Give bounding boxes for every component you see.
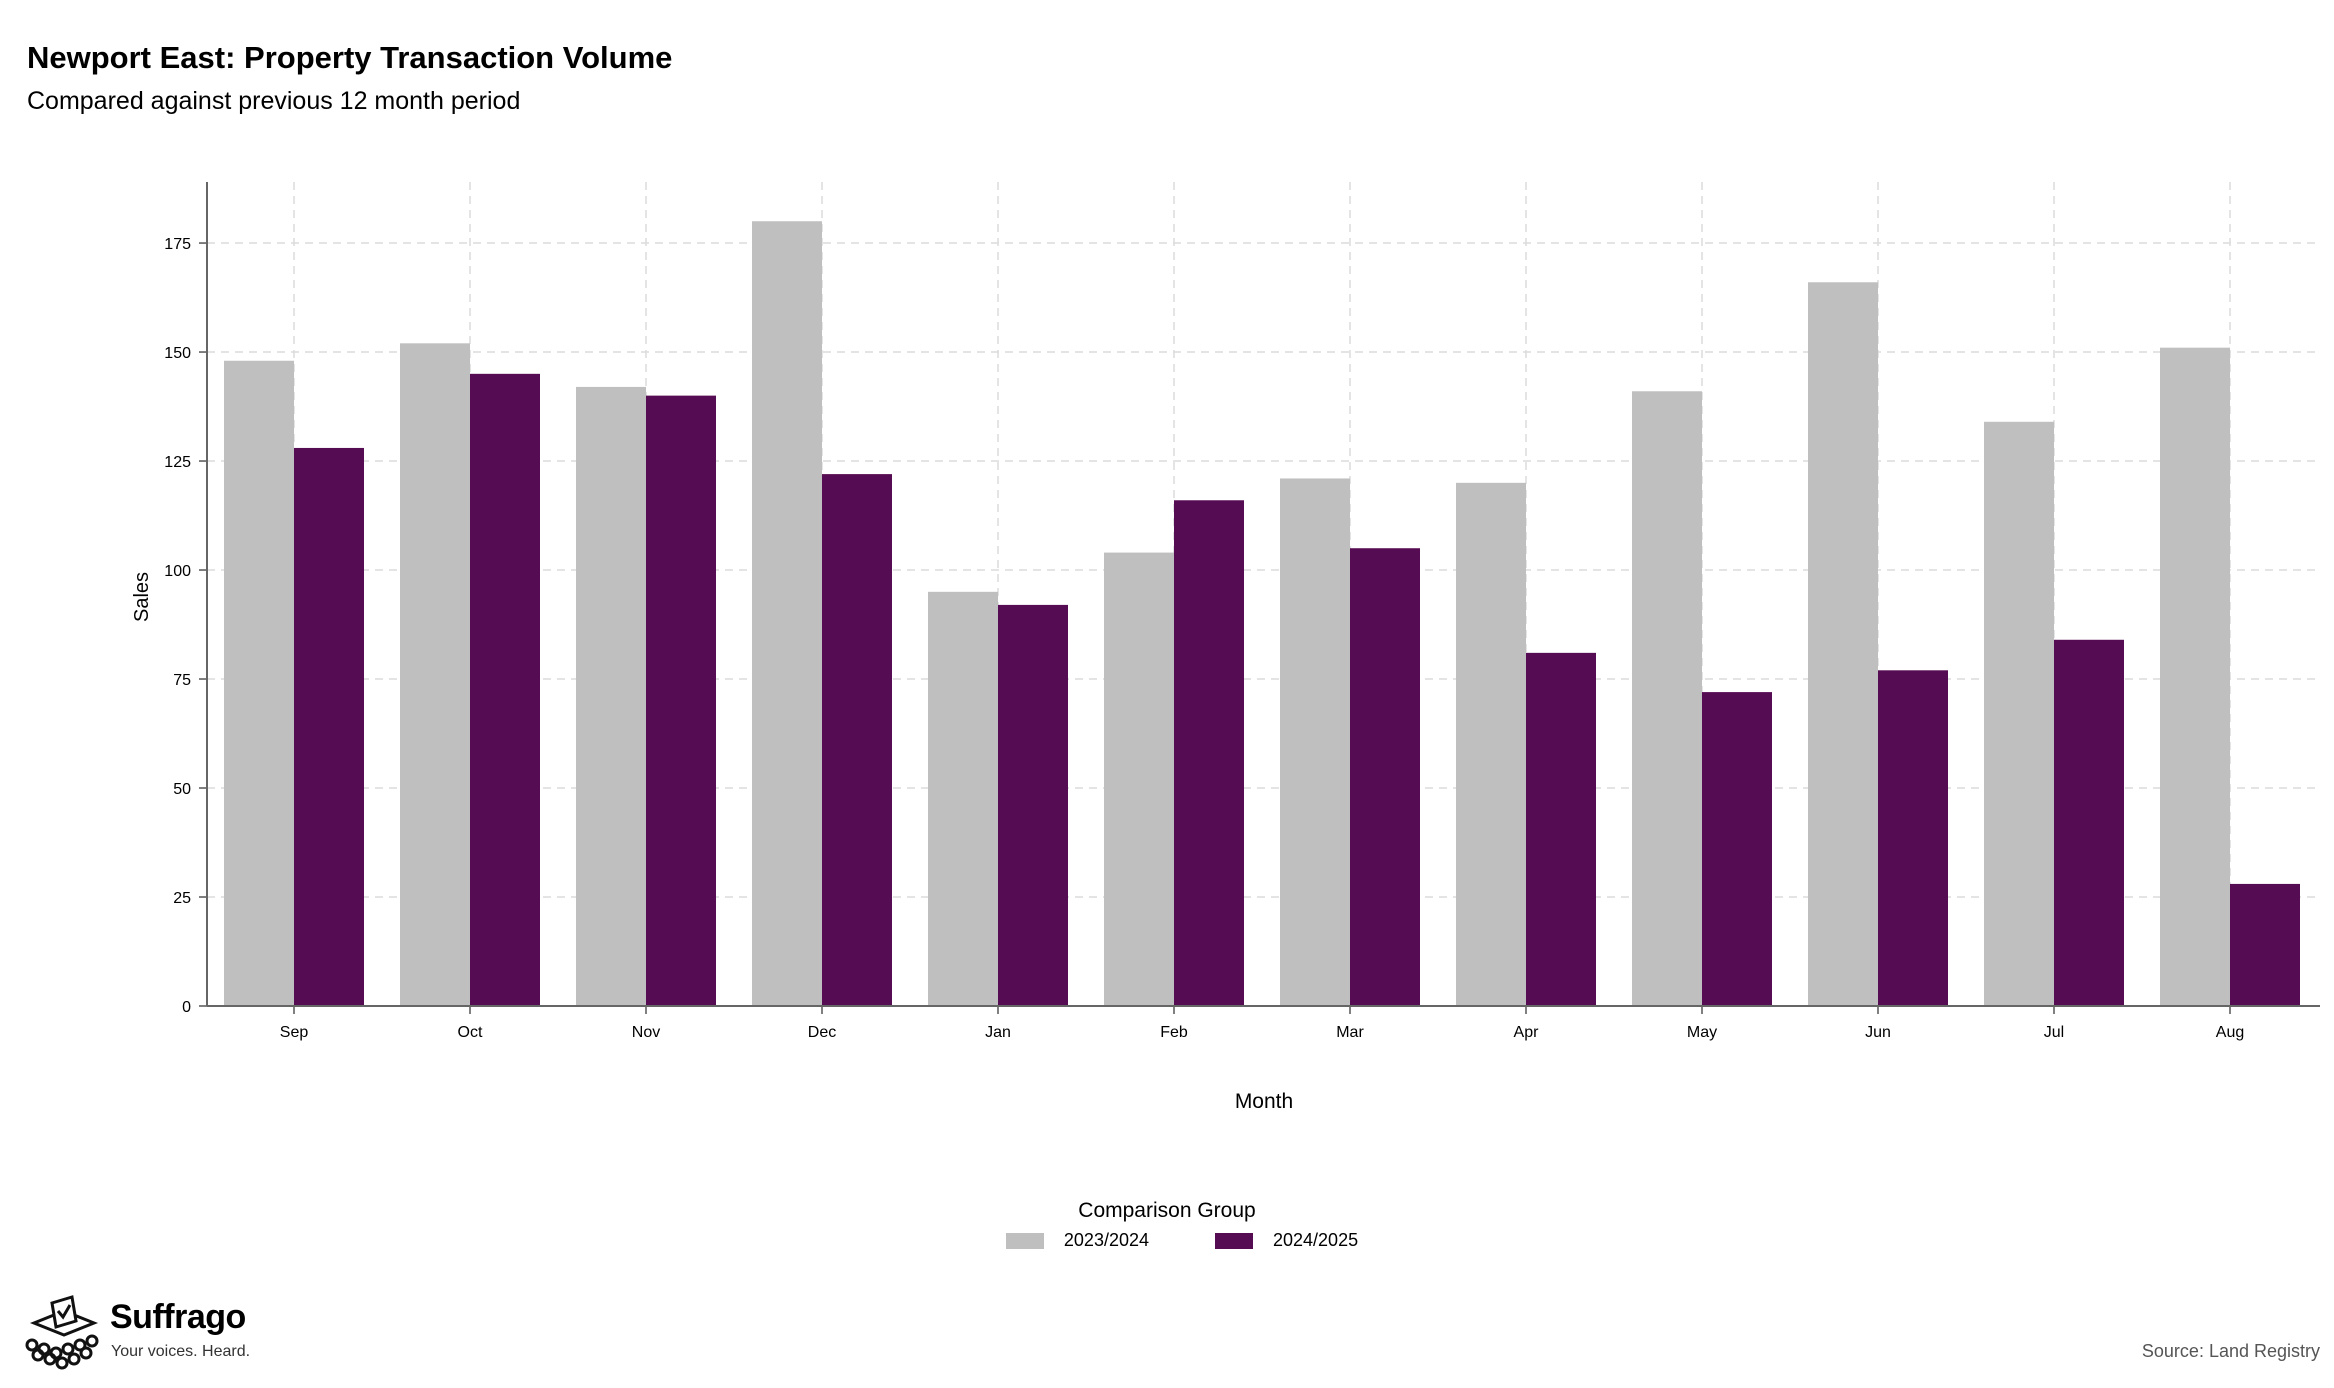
- bars: [224, 221, 2300, 1007]
- x-tick-label: Jan: [985, 1024, 1011, 1041]
- y-tick-label: 0: [182, 999, 191, 1016]
- bar-2023-2024-dec: [752, 221, 822, 1006]
- bar-2023-2024-apr: [1456, 482, 1526, 1006]
- bar-2023-2024-mar: [1280, 478, 1350, 1007]
- x-axis-label: Month: [1235, 1090, 1293, 1113]
- legend-item-2024-2025: 2024/2025: [1215, 1230, 1358, 1251]
- x-tick-label: Dec: [808, 1024, 836, 1041]
- y-axis-label: Sales: [131, 572, 153, 622]
- bar-2023-2024-aug: [2160, 347, 2230, 1006]
- chart-title: Newport East: Property Transaction Volum…: [27, 40, 673, 75]
- bar-2024-2025-sep: [294, 447, 364, 1006]
- y-tick-label: 175: [164, 236, 191, 253]
- bar-2023-2024-jan: [928, 591, 998, 1006]
- x-tick-label: Nov: [632, 1024, 660, 1041]
- x-tick-label: Jul: [2044, 1024, 2064, 1041]
- legend-swatch: [1215, 1232, 1253, 1249]
- ballot-box-logo-icon: [25, 1295, 99, 1370]
- x-tick-label: Apr: [1514, 1024, 1540, 1041]
- bar-2024-2025-aug: [2230, 883, 2300, 1006]
- bar-2023-2024-jul: [1984, 421, 2054, 1007]
- chart-subtitle: Compared against previous 12 month perio…: [27, 87, 521, 115]
- x-tick-label: Mar: [1336, 1024, 1364, 1041]
- y-tick-label: 25: [173, 890, 191, 907]
- brand-tagline: Your voices. Heard.: [111, 1343, 251, 1360]
- x-tick-label: Sep: [280, 1024, 309, 1041]
- x-tick-label: Jun: [1865, 1024, 1891, 1041]
- bar-2023-2024-feb: [1104, 552, 1174, 1006]
- bar-2024-2025-apr: [1526, 652, 1596, 1006]
- bar-2023-2024-jun: [1808, 282, 1878, 1006]
- bar-2023-2024-may: [1632, 391, 1702, 1006]
- bar-2024-2025-jan: [998, 604, 1068, 1006]
- bar-2024-2025-oct: [470, 373, 540, 1006]
- bar-2024-2025-may: [1702, 692, 1772, 1006]
- y-tick-label: 75: [173, 672, 191, 689]
- x-tick-label: Aug: [2216, 1024, 2244, 1041]
- bar-2024-2025-jun: [1878, 670, 1948, 1006]
- bar-chart: 0 25 50 75 100 125 150 175 Sep Oct Nov Dec Jan Feb Mar…: [131, 182, 2320, 1113]
- x-tick-label: Feb: [1160, 1024, 1188, 1041]
- y-tick-label: 125: [164, 454, 191, 471]
- legend-item-2023-2024: 2023/2024: [1005, 1230, 1149, 1251]
- y-tick-label: 100: [164, 563, 191, 580]
- x-tick-label: May: [1687, 1024, 1717, 1041]
- x-tick-label: Oct: [458, 1024, 483, 1041]
- legend-label: 2024/2025: [1273, 1230, 1359, 1250]
- legend-swatch: [1005, 1232, 1044, 1249]
- bar-2024-2025-dec: [822, 474, 892, 1006]
- legend-label: 2023/2024: [1063, 1230, 1149, 1250]
- y-tick-label: 50: [173, 781, 191, 798]
- axes: 0 25 50 75 100 125 150 175 Sep Oct Nov Dec Jan Feb Mar…: [164, 182, 2320, 1041]
- bar-2024-2025-jul: [2054, 639, 2124, 1006]
- bar-2023-2024-nov: [576, 386, 646, 1007]
- brand-name: Suffrago: [110, 1298, 246, 1336]
- legend-title: Comparison Group: [1078, 1199, 1256, 1222]
- source-note: Source: Land Registry: [2141, 1341, 2320, 1361]
- legend: 2023/2024 2024/2025: [0, 1230, 2334, 1251]
- bar-2024-2025-mar: [1350, 548, 1420, 1006]
- bar-2024-2025-feb: [1174, 500, 1244, 1006]
- bar-2024-2025-nov: [646, 395, 716, 1006]
- bar-2023-2024-oct: [400, 343, 470, 1007]
- bar-2023-2024-sep: [224, 360, 294, 1006]
- y-tick-label: 150: [164, 345, 191, 362]
